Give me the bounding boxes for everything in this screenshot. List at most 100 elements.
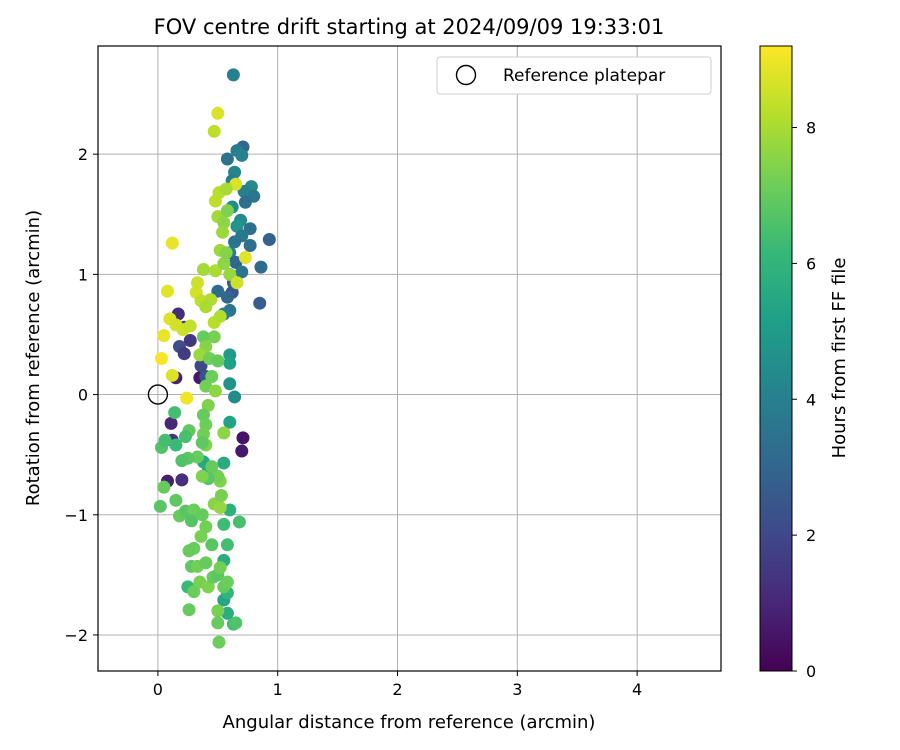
data-point [160, 284, 174, 298]
data-point [229, 177, 243, 191]
data-point [212, 635, 226, 649]
data-point [153, 499, 167, 513]
y-axis-label: Rotation from reference (arcmin) [23, 210, 44, 506]
data-point [223, 377, 237, 391]
data-point [205, 370, 219, 384]
colorbar-label: Hours from first FF file [829, 258, 850, 459]
data-point [199, 379, 213, 393]
data-point [199, 300, 213, 314]
data-point [183, 333, 197, 347]
data-point [205, 538, 219, 552]
data-point [165, 368, 179, 382]
data-point [178, 430, 192, 444]
x-tick-label: 0 [153, 680, 163, 699]
data-point [169, 493, 183, 507]
data-point [157, 329, 171, 343]
data-point [229, 616, 243, 630]
colorbar-tick-label: 6 [806, 254, 816, 273]
x-axis-ticks: 0 1 2 3 4 [153, 671, 642, 699]
y-tick-label: 2 [78, 145, 88, 164]
data-point [207, 124, 221, 138]
data-point [235, 444, 249, 458]
data-point [236, 431, 250, 445]
data-point [194, 529, 208, 543]
data-point [195, 469, 209, 483]
data-point [238, 195, 252, 209]
data-point [216, 225, 230, 239]
data-point [211, 354, 225, 368]
data-point [228, 235, 242, 249]
chart-title: FOV centre drift starting at 2024/09/09 … [154, 15, 665, 39]
y-tick-label: −2 [64, 626, 88, 645]
data-point [228, 390, 242, 404]
data-point [220, 538, 234, 552]
data-point [214, 489, 228, 503]
legend-reference-marker [455, 64, 477, 86]
data-point [164, 416, 178, 430]
data-point [262, 233, 276, 247]
data-point [213, 309, 227, 323]
y-tick-label: −1 [64, 506, 88, 525]
data-point [220, 204, 234, 218]
plot-frame [97, 45, 722, 672]
data-point [168, 406, 182, 420]
data-point [230, 219, 244, 233]
data-point [217, 216, 231, 230]
data-point [207, 330, 221, 344]
data-point [158, 433, 172, 447]
colorbar [759, 45, 793, 672]
data-point [154, 352, 168, 365]
data-point [223, 356, 237, 370]
data-point [187, 585, 201, 599]
data-point [217, 517, 231, 531]
legend: Reference platepar [436, 56, 712, 95]
data-point [180, 391, 194, 405]
data-point [219, 246, 233, 260]
x-tick-label: 2 [392, 680, 402, 699]
data-point [208, 384, 222, 398]
data-point [217, 456, 231, 470]
data-point [175, 473, 189, 487]
data-point [184, 514, 198, 528]
data-point [254, 260, 268, 274]
colorbar-ticks: 0 2 4 6 8 [792, 119, 816, 681]
data-point [201, 580, 215, 594]
y-tick-label: 1 [78, 265, 88, 284]
colorbar-tick-label: 4 [806, 390, 816, 409]
x-tick-label: 4 [632, 680, 642, 699]
data-point [223, 415, 237, 429]
data-point [196, 263, 210, 277]
data-point [177, 347, 191, 361]
data-points [147, 68, 276, 649]
legend-box [436, 56, 712, 95]
data-point [238, 251, 252, 265]
data-point [213, 501, 227, 515]
data-point [213, 561, 227, 575]
data-point [182, 603, 196, 617]
reference-platepar-marker [147, 384, 169, 405]
data-point [217, 426, 231, 440]
data-point [211, 616, 225, 630]
colorbar-tick-label: 2 [806, 526, 816, 545]
data-point [211, 106, 225, 120]
data-point [195, 508, 209, 522]
data-point [169, 438, 183, 452]
data-point [201, 398, 215, 412]
data-point [199, 556, 213, 570]
data-point [211, 604, 225, 618]
data-point [182, 544, 196, 558]
data-point [235, 148, 249, 162]
y-tick-label: 0 [78, 386, 88, 405]
data-point [165, 236, 179, 250]
x-tick-label: 3 [512, 680, 522, 699]
y-axis-ticks: −2 −1 0 1 2 [64, 145, 98, 645]
data-point [226, 68, 240, 82]
data-point [235, 265, 249, 279]
x-tick-label: 1 [273, 680, 283, 699]
data-point [190, 450, 204, 464]
data-point [175, 454, 189, 468]
data-point [157, 480, 171, 494]
data-point [243, 239, 257, 253]
x-axis-label: Angular distance from reference (arcmin) [223, 712, 596, 733]
